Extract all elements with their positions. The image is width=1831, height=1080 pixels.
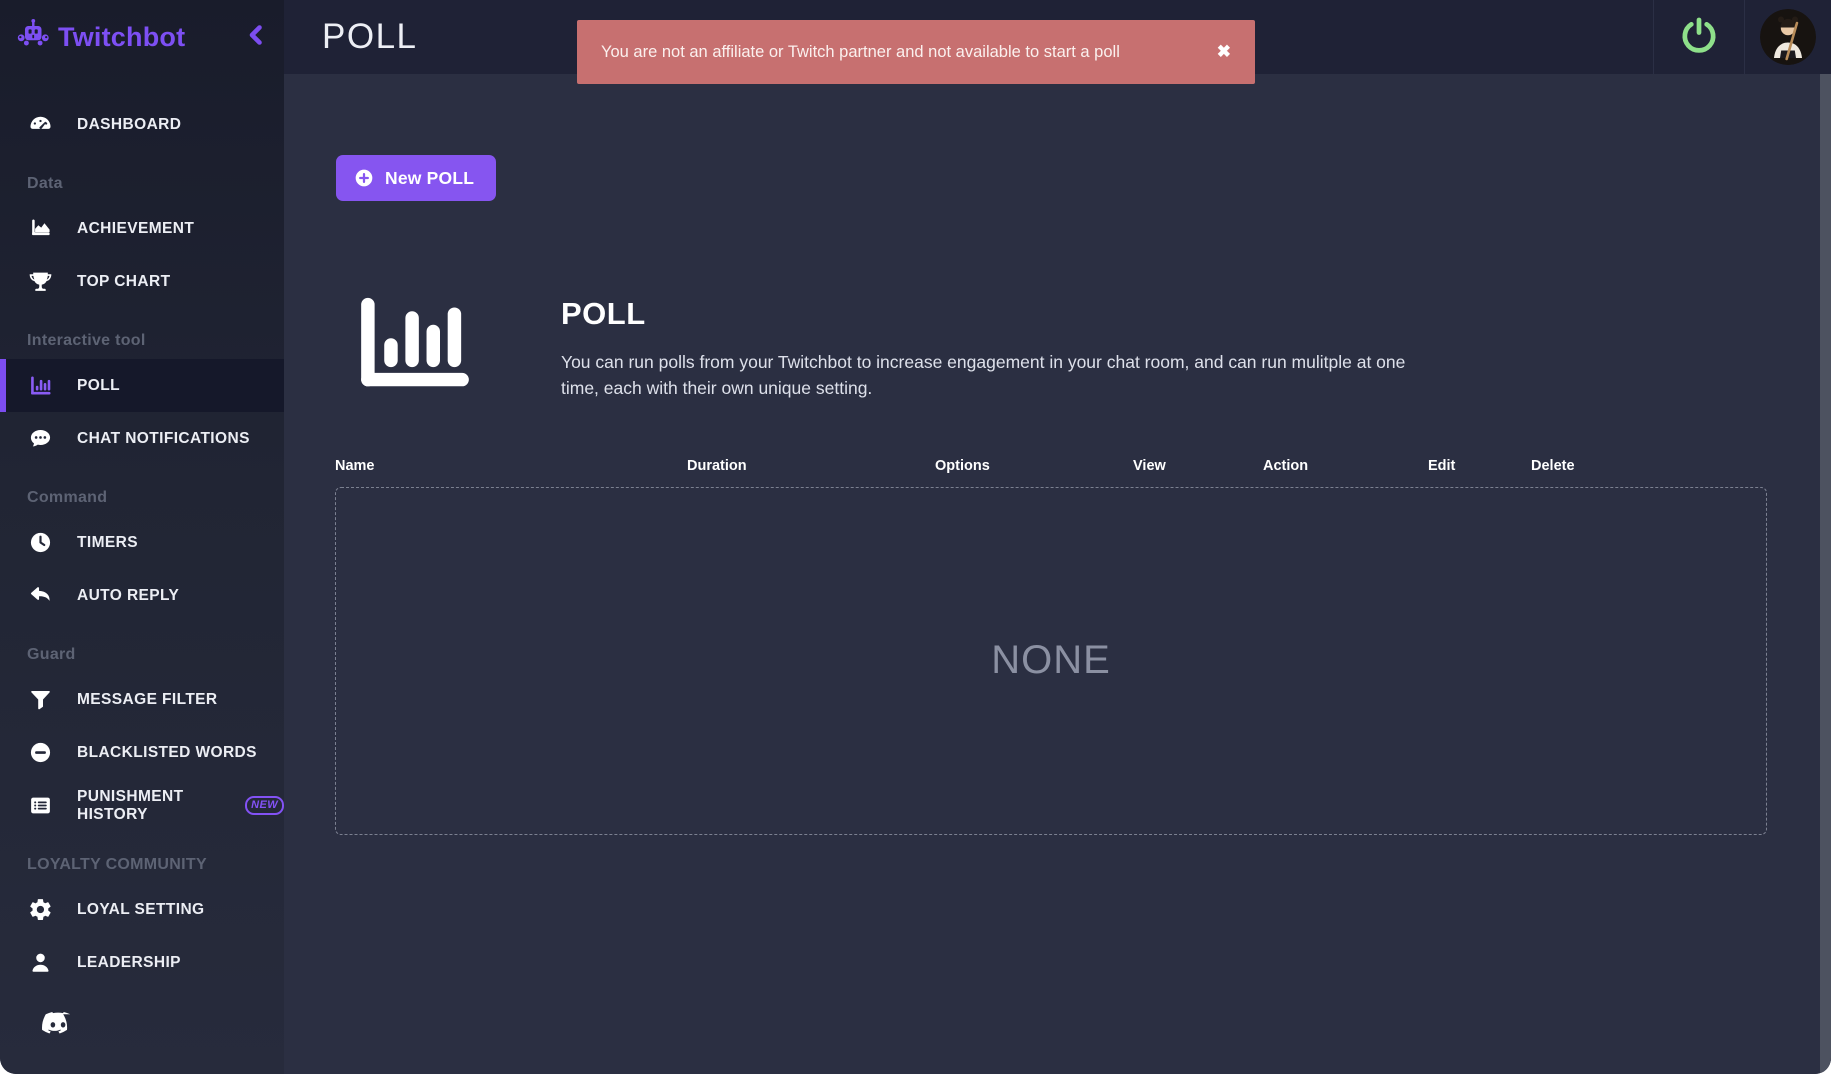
poll-icon: [27, 373, 53, 398]
chart-area-icon: [27, 216, 53, 241]
sidebar-section-data: Data: [27, 175, 63, 192]
sidebar-header: Twitchbot: [0, 0, 284, 74]
minus-circle-icon: [27, 740, 53, 765]
robot-logo-icon: [14, 18, 52, 57]
collapse-sidebar-button[interactable]: [238, 16, 274, 59]
column-header-name: Name: [335, 457, 375, 474]
sidebar-item-label: CHAT NOTIFICATIONS: [77, 429, 250, 447]
trophy-icon: [27, 269, 53, 294]
sidebar-item-label: PUNISHMENT HISTORY: [77, 787, 184, 823]
sidebar-item-loyal-setting[interactable]: LOYAL SETTING: [0, 883, 284, 936]
alert-text: You are not an affiliate or Twitch partn…: [601, 42, 1120, 61]
topbar-right: [1653, 0, 1831, 74]
sidebar-section-guard: Guard: [27, 646, 76, 663]
poll-table-empty-state: NONE: [335, 486, 1767, 835]
column-header-delete: Delete: [1531, 457, 1575, 474]
clock-icon: [27, 530, 53, 555]
sidebar-item-blacklisted-words[interactable]: BLACKLISTED WORDS: [0, 726, 284, 779]
reply-icon: [27, 583, 53, 608]
sidebar-item-punishment-history[interactable]: PUNISHMENT HISTORY NEW: [0, 779, 284, 832]
sidebar-item-auto-reply[interactable]: AUTO REPLY: [0, 569, 284, 622]
new-poll-button-label: New POLL: [385, 167, 475, 188]
poll-section-text: POLL You can run polls from your Twitchb…: [561, 294, 1446, 402]
sidebar-item-label: BLACKLISTED WORDS: [77, 743, 257, 761]
sidebar-item-dashboard[interactable]: DASHBOARD: [0, 98, 284, 151]
sidebar-section-loyalty-community: LOYALTY COMMUNITY: [27, 856, 207, 873]
avatar[interactable]: [1760, 9, 1816, 65]
poll-section-header: POLL You can run polls from your Twitchb…: [353, 294, 1831, 402]
sidebar-item-chat-notifications[interactable]: CHAT NOTIFICATIONS: [0, 412, 284, 465]
comment-dots-icon: [27, 426, 53, 451]
power-icon: [1678, 14, 1720, 61]
column-header-options: Options: [935, 457, 990, 474]
main-area: POLL: [284, 0, 1831, 1074]
sidebar-item-label: MESSAGE FILTER: [77, 690, 218, 708]
sidebar-item-label: ACHIEVEMENT: [77, 219, 195, 237]
list-icon: [27, 793, 53, 818]
content: New POLL P: [284, 74, 1831, 1074]
sidebar: Twitchbot: [0, 0, 284, 1074]
sidebar-item-leadership[interactable]: LEADERSHIP: [0, 936, 284, 989]
user-icon: [27, 950, 53, 975]
sidebar-item-poll[interactable]: POLL: [0, 359, 284, 412]
sidebar-item-message-filter[interactable]: MESSAGE FILTER: [0, 673, 284, 726]
sidebar-item-timers[interactable]: TIMERS: [0, 516, 284, 569]
poll-section-description: You can run polls from your Twitchbot to…: [561, 352, 1406, 399]
column-header-action: Action: [1263, 457, 1309, 474]
sidebar-footer: [0, 1011, 284, 1074]
sidebar-item-label: LEADERSHIP: [77, 953, 181, 971]
chevron-left-icon: [244, 20, 268, 55]
poll-table: Name Duration Options View Action Edit D…: [335, 458, 1767, 835]
gear-icon: [27, 897, 53, 922]
sidebar-item-label: DASHBOARD: [77, 115, 182, 133]
logo[interactable]: Twitchbot: [14, 18, 185, 57]
new-poll-button[interactable]: New POLL: [336, 155, 497, 201]
sidebar-item-label: POLL: [77, 376, 120, 394]
scrollbar[interactable]: [1820, 74, 1831, 1074]
gauge-icon: [27, 112, 53, 137]
sidebar-section-interactive-tool: Interactive tool: [27, 332, 146, 349]
sidebar-item-achievement[interactable]: ACHIEVEMENT: [0, 202, 284, 255]
empty-state-text: NONE: [991, 638, 1111, 682]
alert-banner: You are not an affiliate or Twitch partn…: [577, 20, 1255, 84]
filter-icon: [27, 687, 53, 712]
avatar-cell: [1745, 0, 1831, 74]
sidebar-item-label: TIMERS: [77, 533, 138, 551]
sidebar-item-label: LOYAL SETTING: [77, 900, 205, 918]
page-title: POLL: [322, 17, 418, 56]
poll-section-title: POLL: [561, 296, 646, 331]
poll-chart-icon: [353, 294, 477, 402]
column-header-duration: Duration: [687, 457, 747, 474]
sidebar-nav: DASHBOARD Data ACHIEVEMENT: [0, 98, 284, 989]
sidebar-item-label: AUTO REPLY: [77, 586, 180, 604]
power-button[interactable]: [1653, 0, 1745, 74]
new-badge: NEW: [245, 796, 284, 815]
plus-circle-icon: [354, 168, 374, 188]
column-header-edit: Edit: [1428, 457, 1456, 474]
sidebar-item-label: TOP CHART: [77, 272, 171, 290]
discord-icon[interactable]: [40, 1011, 76, 1044]
sidebar-section-command: Command: [27, 489, 108, 506]
column-header-view: View: [1133, 457, 1166, 474]
poll-table-header: Name Duration Options View Action Edit D…: [335, 458, 1767, 474]
close-icon[interactable]: ✖: [1216, 42, 1231, 61]
logo-text: Twitchbot: [58, 21, 186, 52]
sidebar-item-top-chart[interactable]: TOP CHART: [0, 255, 284, 308]
